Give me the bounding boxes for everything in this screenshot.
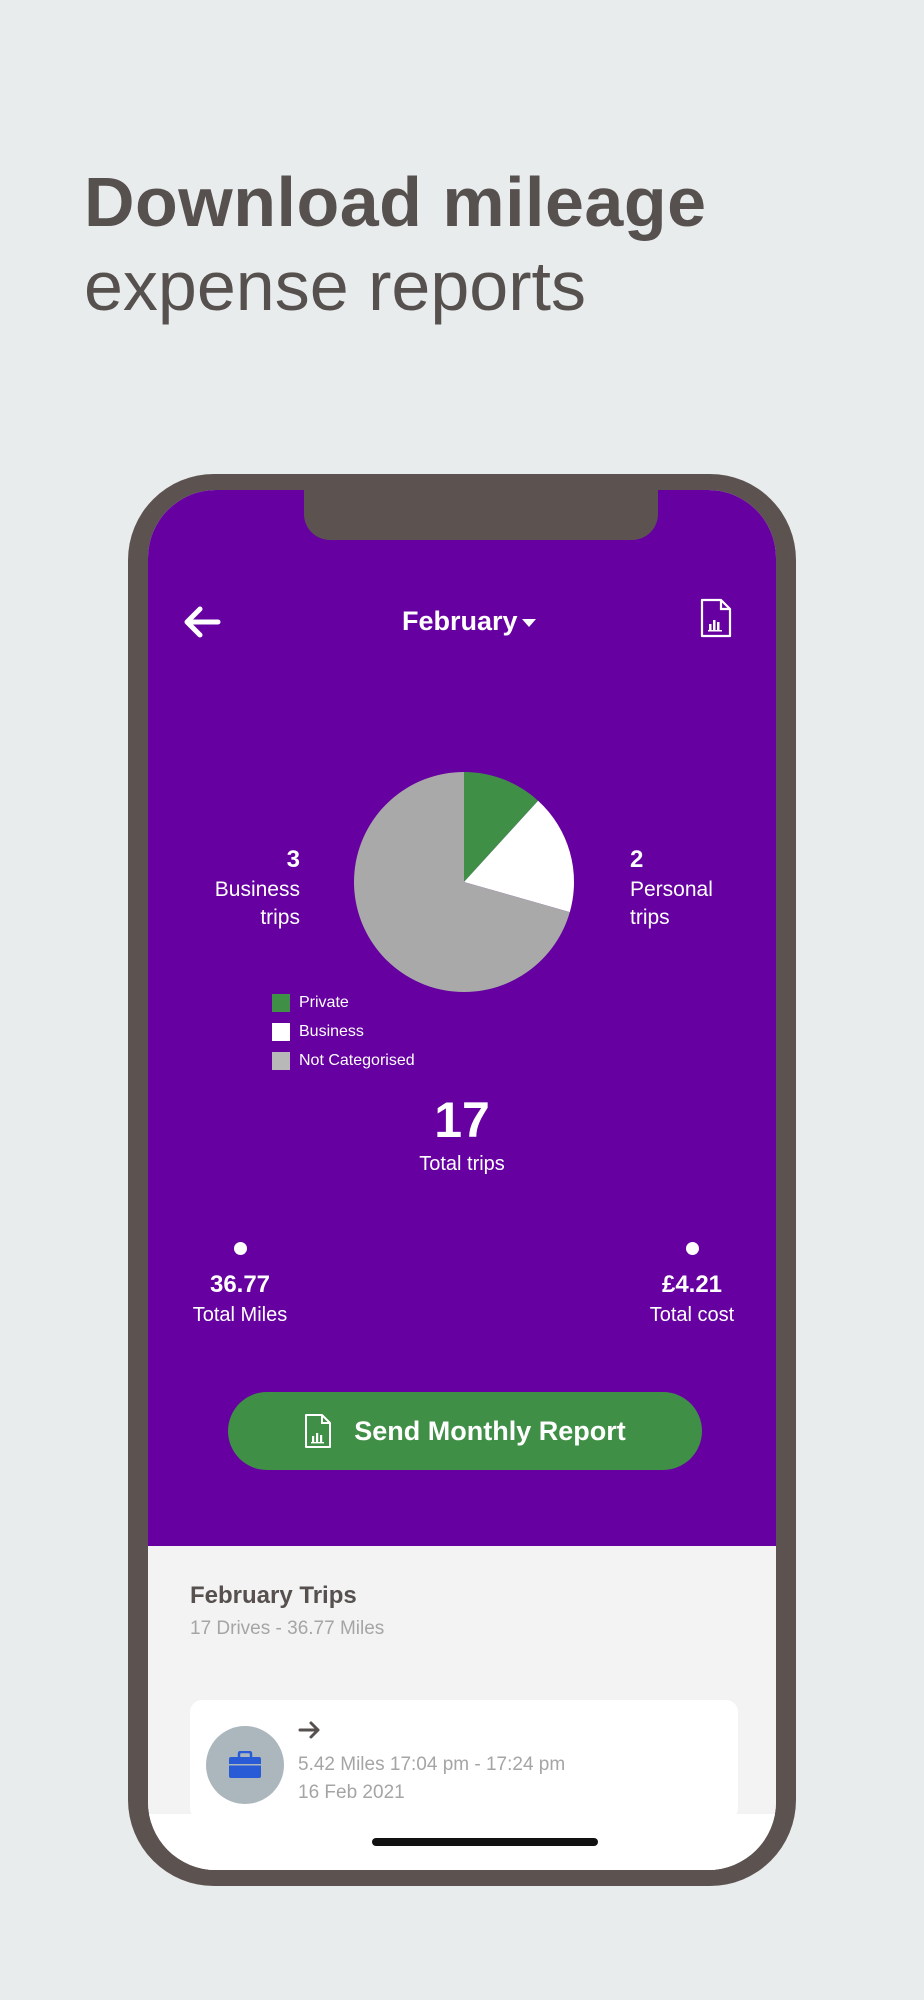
legend-swatch [272, 993, 290, 1012]
legend-item: Not Categorised [272, 1046, 415, 1075]
headline-bold: Download mileage [84, 163, 707, 241]
total-trips: 17 Total trips [148, 1090, 776, 1178]
total-trips-label: Total trips [419, 1153, 505, 1175]
send-monthly-report-button[interactable]: Send Monthly Report [228, 1392, 702, 1470]
phone-notch [304, 490, 658, 540]
legend-label: Private [299, 993, 349, 1011]
phone-frame: February 3 Business trips 2 [128, 474, 796, 1886]
report-document-icon[interactable] [700, 598, 732, 638]
dot-icon [233, 1242, 247, 1255]
legend-label: Not Categorised [299, 1051, 415, 1069]
business-trips-label-1: Business [214, 878, 300, 901]
trip-pie-chart [354, 772, 574, 992]
back-arrow-icon[interactable] [180, 602, 224, 642]
trips-title: February Trips [190, 1582, 357, 1609]
business-trips-stat: 3 Business trips [215, 844, 300, 932]
legend-swatch [272, 1051, 290, 1070]
trips-subtitle: 17 Drives - 36.77 Miles [190, 1618, 385, 1639]
business-trips-label-2: trips [260, 906, 300, 929]
briefcase-icon [229, 1751, 261, 1778]
trips-section: February Trips 17 Drives - 36.77 Miles 5… [148, 1546, 776, 1870]
total-miles: 36.77 Total Miles [160, 1242, 320, 1329]
month-label: February [402, 606, 518, 636]
headline-light: expense reports [84, 247, 586, 325]
total-cost: £4.21 Total cost [612, 1242, 772, 1329]
home-indicator[interactable] [372, 1838, 598, 1846]
total-trips-value: 17 [434, 1092, 490, 1148]
report-document-icon [305, 1414, 332, 1448]
total-cost-value: £4.21 [661, 1271, 723, 1298]
pie-slice-private [464, 772, 539, 882]
personal-trips-count: 2 [630, 846, 644, 873]
legend-item: Private [272, 988, 415, 1017]
chart-legend: Private Business Not Categorised [272, 988, 415, 1075]
trip-list-item[interactable]: 5.42 Miles 17:04 pm - 17:24 pm 16 Feb 20… [190, 1700, 738, 1820]
personal-trips-label-1: Personal [630, 878, 713, 901]
trip-date: 16 Feb 2021 [298, 1782, 405, 1803]
send-monthly-report-label: Send Monthly Report [354, 1415, 626, 1446]
month-selector[interactable]: February [402, 606, 536, 637]
legend-item: Business [272, 1017, 415, 1046]
total-cost-label: Total cost [649, 1304, 735, 1326]
trip-avatar [206, 1726, 284, 1804]
phone-screen: February 3 Business trips 2 [148, 490, 776, 1870]
pie-slice-not-categorised [354, 772, 570, 992]
headline: Download mileage expense reports [84, 160, 707, 328]
chevron-down-icon [521, 618, 536, 627]
dot-icon [685, 1242, 699, 1255]
trip-details: 5.42 Miles 17:04 pm - 17:24 pm [298, 1754, 566, 1775]
summary-panel: February 3 Business trips 2 [148, 490, 776, 1546]
total-miles-value: 36.77 [209, 1271, 271, 1298]
business-trips-count: 3 [286, 846, 300, 873]
pie-slice-business [464, 800, 574, 913]
personal-trips-stat: 2 Personal trips [630, 844, 713, 932]
legend-label: Business [299, 1022, 364, 1040]
personal-trips-label-2: trips [630, 906, 670, 929]
total-miles-label: Total Miles [192, 1304, 288, 1326]
legend-swatch [272, 1022, 290, 1041]
arrow-right-icon [298, 1720, 322, 1740]
